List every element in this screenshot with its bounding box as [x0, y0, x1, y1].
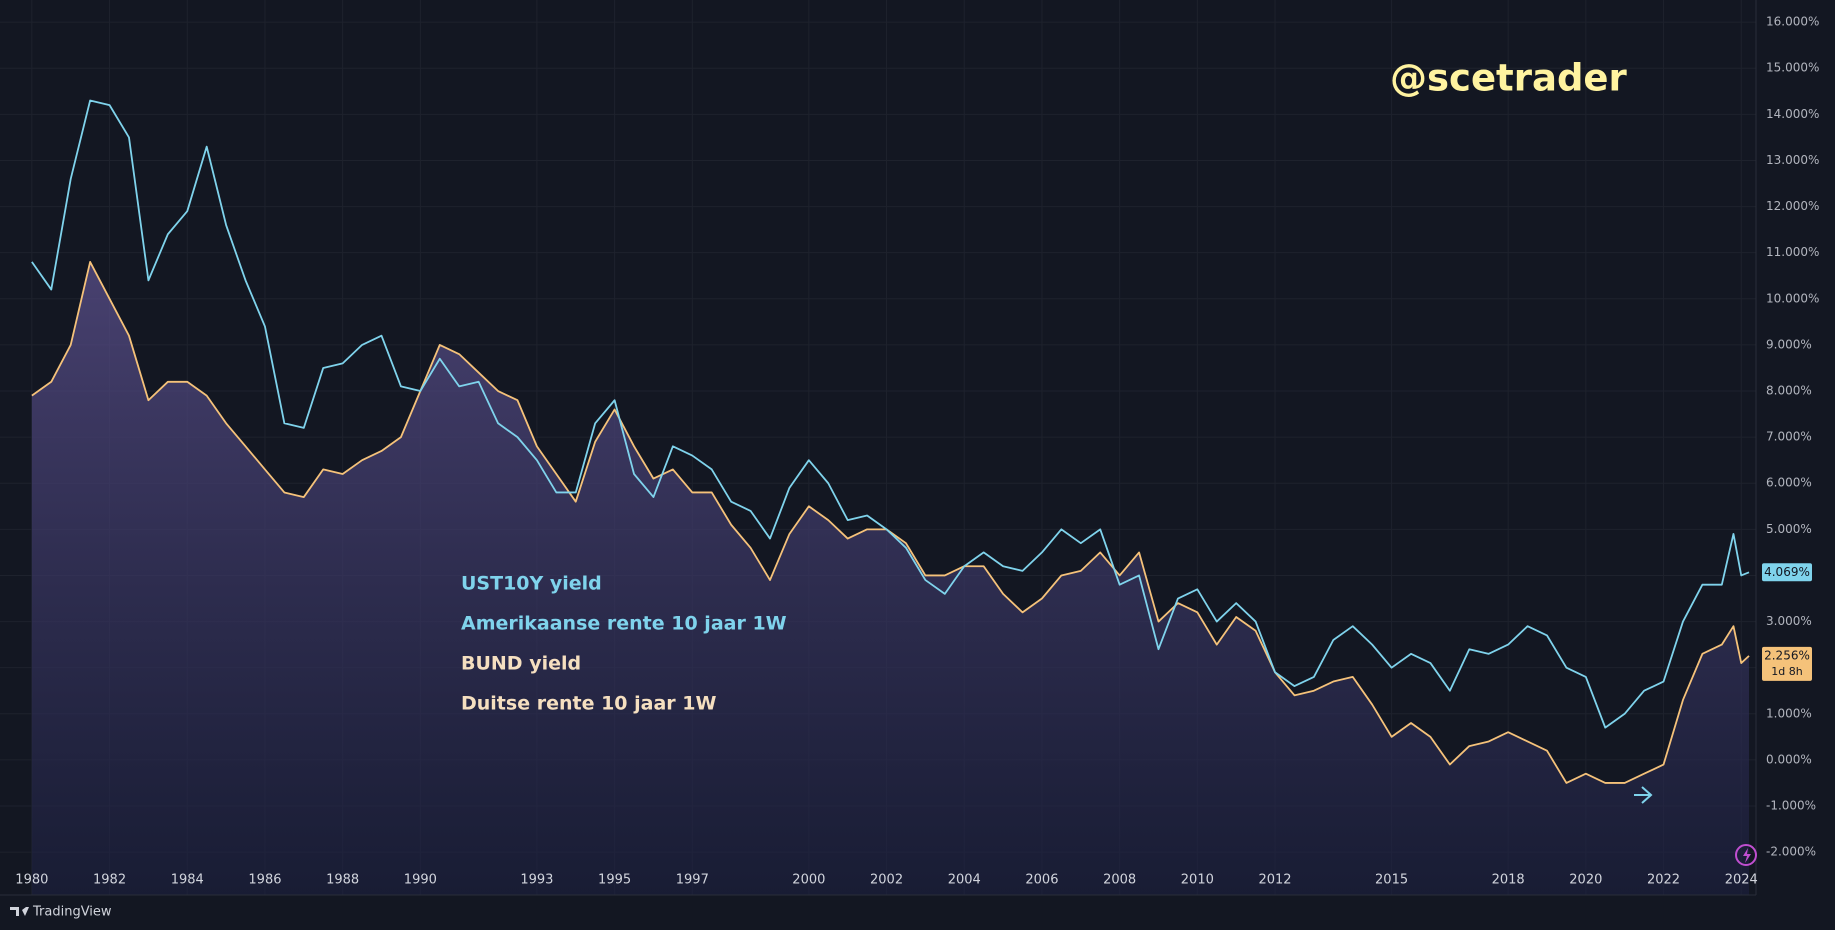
y-tick-label: 5.000%: [1766, 522, 1812, 536]
arrow-icon: [1634, 786, 1653, 804]
brand-logo: [10, 907, 29, 916]
countdown: 1d 8h: [1771, 665, 1802, 678]
area: [31, 261, 1750, 895]
legend-line: BUND yield: [461, 653, 581, 675]
x-tick-label: 2022: [1647, 873, 1680, 888]
y-tick-label: -2.000%: [1766, 845, 1816, 859]
x-tick-label: 2004: [948, 873, 981, 888]
y-tick-label: 11.000%: [1766, 245, 1819, 259]
footer: [0, 896, 1835, 930]
x-tick-label: 2006: [1025, 873, 1058, 888]
x-tick-label: 1986: [248, 873, 281, 888]
legend-line: Amerikaanse rente 10 jaar 1W: [461, 613, 787, 635]
x-tick-label: 1988: [326, 873, 359, 888]
x-tick-label: 2015: [1375, 873, 1408, 888]
x-tick-label: 1995: [598, 873, 631, 888]
y-tick-label: 16.000%: [1766, 15, 1819, 29]
marks: [31, 99, 1750, 895]
alert-bolt: [1743, 848, 1751, 863]
line: [31, 99, 1750, 729]
y-tick-label: 10.000%: [1766, 291, 1819, 305]
x-tick-label: 1982: [93, 873, 126, 888]
x-tick-label: 2010: [1181, 873, 1214, 888]
price-tag-label: 4.069%: [1764, 565, 1810, 579]
y-tick-label: 9.000%: [1766, 337, 1812, 351]
y-tick-label: 3.000%: [1766, 614, 1812, 628]
price-tag: [1762, 563, 1812, 582]
brand: TradingView: [32, 905, 112, 920]
y-tick-label: 14.000%: [1766, 107, 1819, 121]
x-tick-label: 2008: [1103, 873, 1136, 888]
x-tick-label: 2012: [1258, 873, 1291, 888]
x-tick-label: 1990: [404, 873, 437, 888]
x-tick-label: 2020: [1569, 873, 1602, 888]
x-tick-label: 2000: [792, 873, 825, 888]
x-tick-label: 1997: [676, 873, 709, 888]
y-tick-label: -1.000%: [1766, 799, 1816, 813]
y-tick-label: 7.000%: [1766, 430, 1812, 444]
y-tick-label: 15.000%: [1766, 61, 1819, 75]
x-tick-label: 2018: [1492, 873, 1525, 888]
y-tick-label: 12.000%: [1766, 199, 1819, 213]
x-tick-label: 2024: [1725, 873, 1758, 888]
legend-line: UST10Y yield: [461, 573, 602, 595]
y-tick-label: 0.000%: [1766, 752, 1812, 766]
y-tick-label: 8.000%: [1766, 384, 1812, 398]
price-tag-label: 2.256%: [1764, 648, 1810, 662]
y-tick-label: 13.000%: [1766, 153, 1819, 167]
alert-icon[interactable]: [1735, 844, 1757, 866]
x-tick-label: 1984: [171, 873, 204, 888]
legend-line: Duitse rente 10 jaar 1W: [461, 693, 716, 715]
y-tick-label: 6.000%: [1766, 476, 1812, 490]
price-tag: [1762, 646, 1812, 681]
x-tick-label: 1980: [15, 873, 48, 888]
watermark: @scetrader: [1390, 57, 1628, 100]
y-tick-label: 1.000%: [1766, 706, 1812, 720]
x-tick-label: 1993: [520, 873, 553, 888]
x-tick-label: 2002: [870, 873, 903, 888]
line: [31, 261, 1750, 784]
